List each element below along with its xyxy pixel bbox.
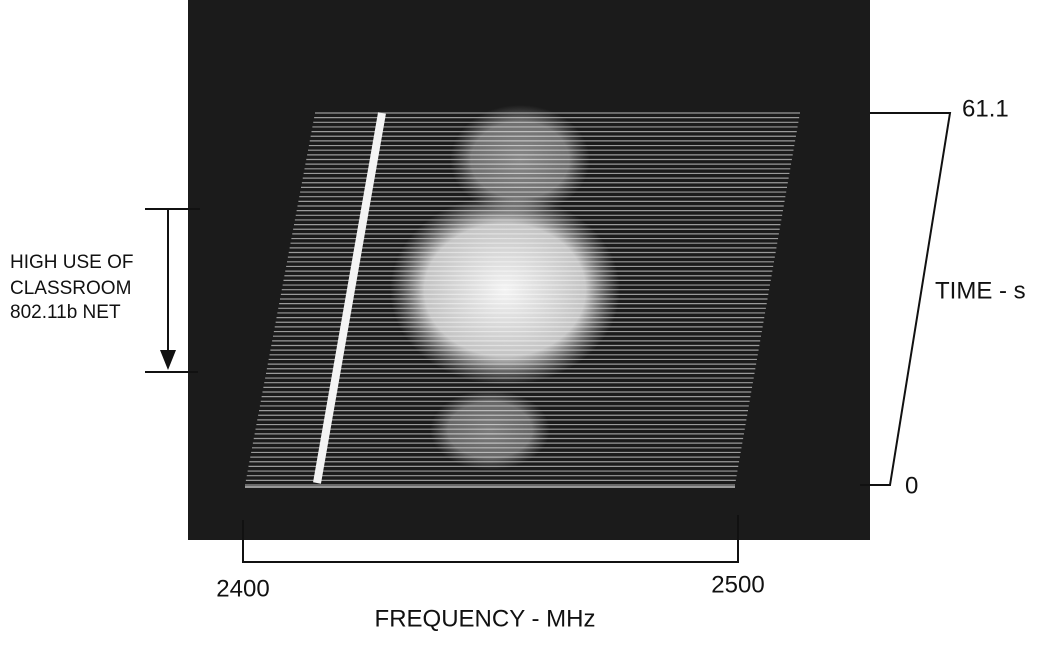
time-bracket bbox=[860, 112, 952, 486]
time-top: 61.1 bbox=[962, 95, 1009, 122]
annotation-line: 802.11b NET bbox=[10, 302, 121, 323]
time-bottom: 0 bbox=[905, 472, 918, 499]
activity-blob bbox=[430, 390, 550, 470]
frequency-bracket bbox=[242, 515, 739, 563]
time-label: TIME - s bbox=[935, 277, 1026, 304]
activity-blob bbox=[450, 105, 590, 215]
frequency-left: 2400 bbox=[216, 575, 269, 602]
activity-blob bbox=[390, 195, 620, 385]
frequency-right: 2500 bbox=[711, 571, 764, 598]
annotation-line: HIGH USE OF bbox=[10, 252, 134, 273]
carrier-stripe bbox=[313, 112, 386, 484]
arrow-head bbox=[160, 350, 176, 370]
annotation-line: CLASSROOM bbox=[10, 278, 131, 299]
frequency-label: FREQUENCY - MHz bbox=[375, 605, 596, 632]
